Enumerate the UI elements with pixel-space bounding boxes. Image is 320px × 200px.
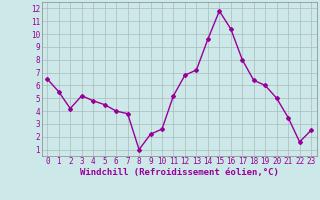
X-axis label: Windchill (Refroidissement éolien,°C): Windchill (Refroidissement éolien,°C) <box>80 168 279 177</box>
